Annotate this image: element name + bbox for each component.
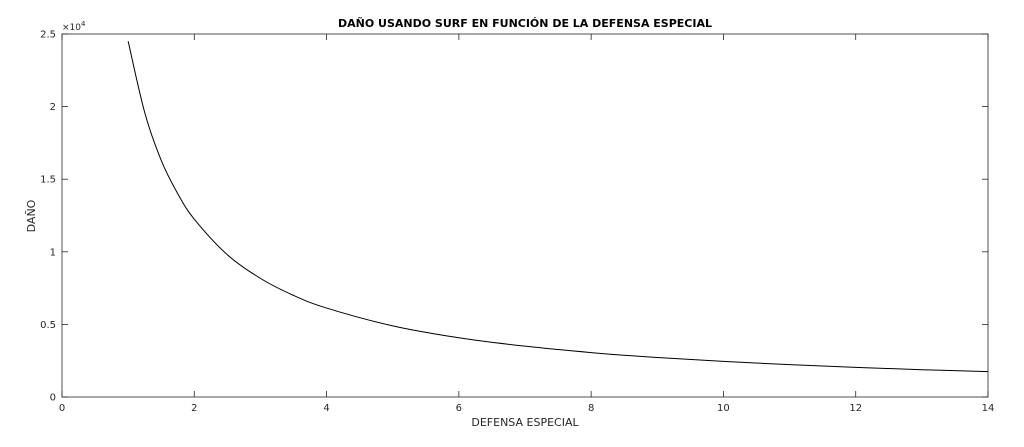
x-tick-label: 0 [59, 403, 65, 414]
series-layer [127, 41, 989, 373]
x-tick-label: 14 [982, 403, 995, 414]
y-axis-ticks: 0 0.5 1 1.5 2 2.5 [40, 30, 988, 404]
y-tick-label: 1 [50, 247, 56, 258]
y-tick-label: 0 [50, 393, 56, 404]
x-axis-label: DEFENSA ESPECIAL [471, 416, 579, 429]
y-axis-label: DAÑO [25, 199, 38, 232]
x-tick-label: 12 [849, 403, 862, 414]
plot-area [61, 33, 989, 398]
x-axis-ticks: 0 2 4 6 8 10 12 14 [59, 34, 995, 414]
y-tick-label: 2 [50, 102, 56, 113]
x-tick-label: 4 [323, 403, 329, 414]
x-tick-label: 8 [588, 403, 594, 414]
y-tick-label: 2.5 [40, 30, 56, 41]
y-tick-label: 1.5 [40, 175, 56, 186]
y-exponent-label: ×104 [62, 20, 86, 33]
series-line [127, 41, 989, 373]
x-tick-label: 6 [456, 403, 462, 414]
x-tick-label: 2 [191, 403, 197, 414]
chart-title: DAÑO USANDO SURF EN FUNCIÓN DE LA DEFENS… [338, 17, 712, 30]
x-tick-label: 10 [717, 403, 730, 414]
y-tick-label: 0.5 [40, 320, 56, 331]
